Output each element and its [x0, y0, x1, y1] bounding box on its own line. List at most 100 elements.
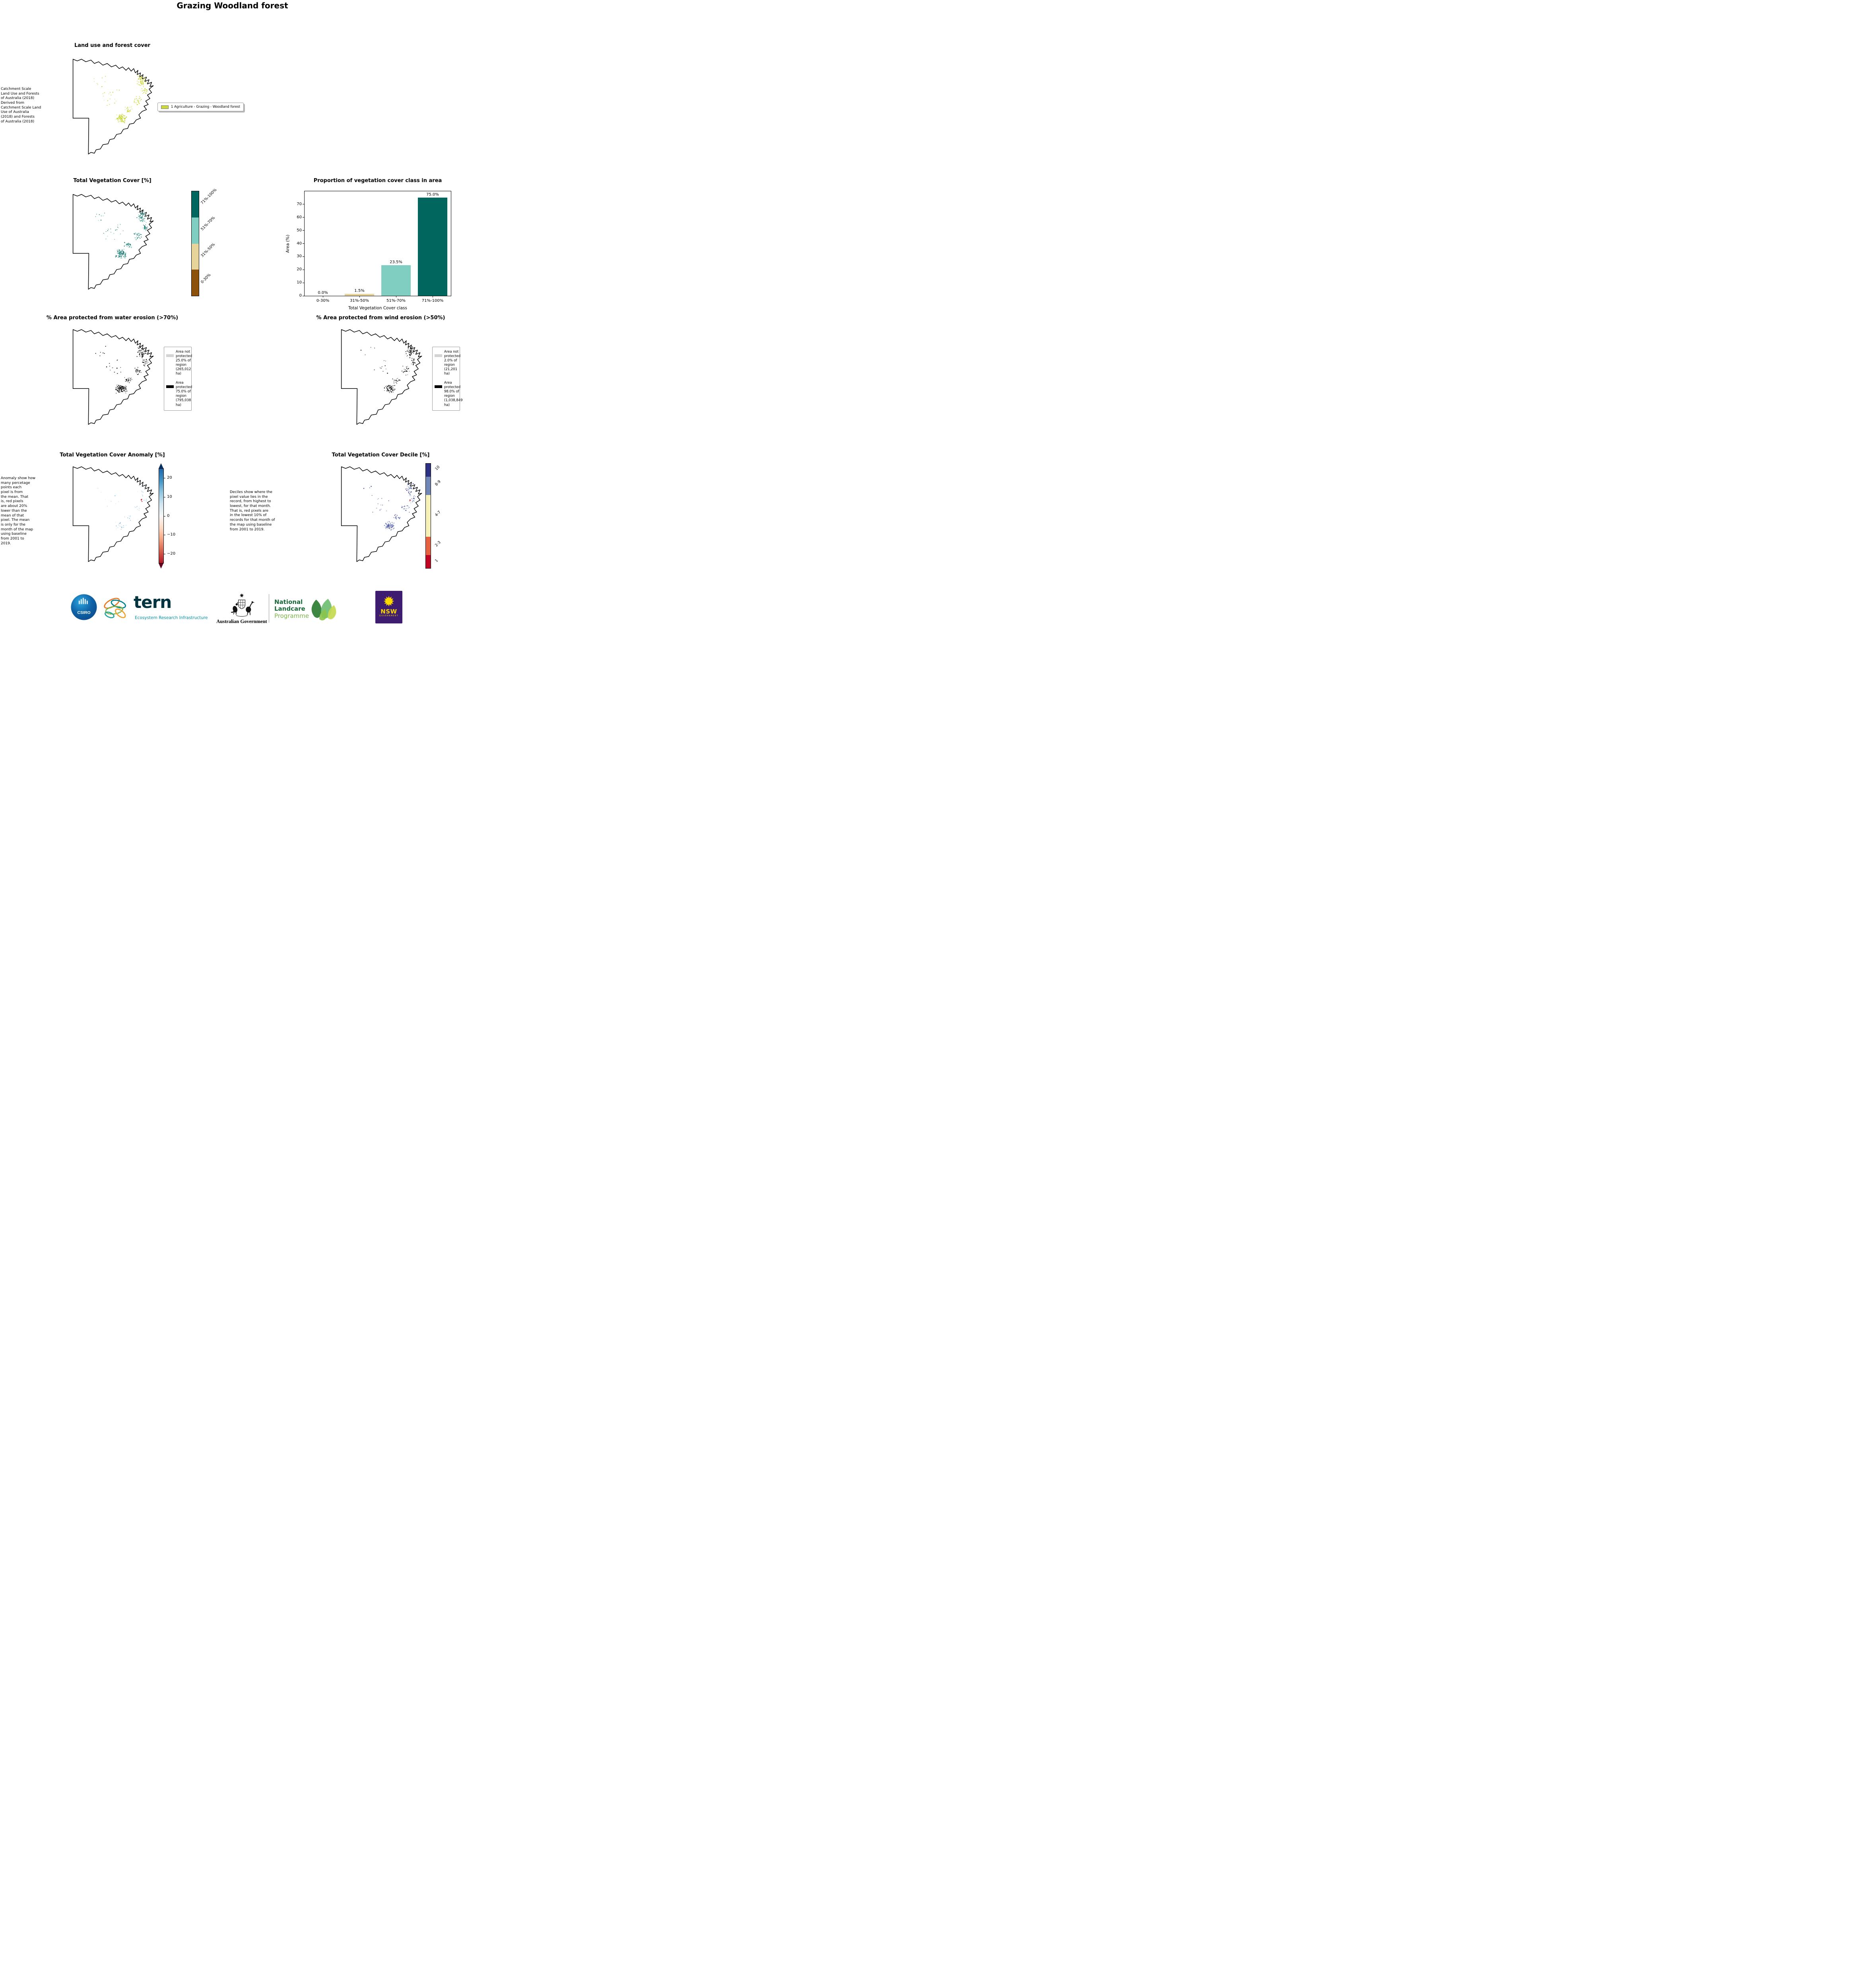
wind-erosion-map-svg: [338, 326, 423, 431]
x-tick-label: 0-30%: [316, 299, 330, 303]
y-tick-label: 50: [297, 228, 302, 233]
y-tick-label: 20: [297, 267, 302, 272]
decile-colorbar-label: 1: [434, 558, 439, 563]
legend-text: Area protected 75.0% of region (795,038 …: [176, 381, 192, 407]
landuse-legend: 1 Agriculture - Grazing - Woodland fores…: [157, 103, 244, 111]
wind-erosion-legend: Area not protected 2.0% of region (21,20…: [432, 347, 463, 411]
tvc-colorbar-label: 0-30%: [200, 272, 212, 285]
australian-government-label: Australian Government: [216, 619, 267, 624]
legend-entry: Area protected 98.0% of region (1,038,84…: [435, 381, 463, 407]
landuse-map-svg: [70, 56, 155, 161]
tvc-colorbar-label: 71%-100%: [200, 188, 218, 206]
proportion-title: Proportion of vegetation cover class in …: [313, 178, 442, 184]
legend-text: Area protected 98.0% of region (1,038,84…: [444, 381, 463, 407]
y-tick-label: 30: [297, 254, 302, 259]
y-tick-label: 40: [297, 241, 302, 246]
tvc-colorbar-segment: [192, 270, 199, 296]
legend-entry: Area not protected 25.0% of region (265,…: [166, 350, 192, 376]
x-tick-label: 31%-50%: [349, 299, 369, 303]
bar-value-label: 23.5%: [390, 260, 402, 264]
page-title: Grazing Woodland forest: [177, 1, 288, 10]
decile-title: Total Vegetation Cover Decile [%]: [332, 452, 430, 458]
decile-colorbar-label: 8-9: [434, 479, 442, 487]
proportion-xlabel: Total Vegetation Cover class: [348, 306, 407, 311]
csiro-icon: CSIRO: [71, 594, 97, 620]
legend-text: Area not protected 25.0% of region (265,…: [176, 350, 192, 376]
bar-value-label: 75.0%: [426, 192, 439, 197]
legend-swatch: [166, 354, 174, 357]
bar-value-label: 0.0%: [318, 291, 328, 295]
anomaly-colorbar-tick-label: 20: [167, 475, 172, 480]
decile-note: Deciles show where the pixel value lies …: [230, 490, 275, 532]
x-tick-label: 71%-100%: [421, 299, 444, 303]
tvc-colorbar-rail: [191, 191, 199, 296]
water-erosion-legend: Area not protected 25.0% of region (265,…: [164, 347, 192, 411]
decile-colorbar-label: 10: [434, 464, 441, 471]
decile-colorbar-segment: [426, 495, 431, 537]
bar-value-label: 1.5%: [354, 289, 365, 293]
tvc-colorbar-segment: [192, 191, 199, 217]
wind-erosion-map: [338, 326, 423, 431]
water-erosion-map-svg: [70, 326, 155, 431]
landuse-map: [70, 56, 155, 161]
waratah-icon: [383, 596, 394, 607]
legend-entry: Area protected 75.0% of region (795,038 …: [166, 381, 192, 407]
decile-colorbar-label: 2-3: [434, 540, 442, 548]
water-erosion-map: [70, 326, 155, 431]
decile-colorbar-label: 4-7: [434, 510, 442, 517]
tern-artwork-icon: [104, 598, 126, 618]
tvc-title: Total Vegetation Cover [%]: [73, 178, 151, 184]
anomaly-colorbar-tick-label: −10: [167, 532, 176, 537]
y-tick-mark: [303, 256, 305, 257]
legend-text: Area not protected 2.0% of region (21,20…: [444, 350, 461, 376]
csiro-label: CSIRO: [77, 610, 90, 615]
tvc-colorbar-segment: [192, 217, 199, 244]
tvc-colorbar-label: 51%-70%: [200, 215, 216, 232]
anomaly-colorbar-arrow-down: [159, 563, 163, 569]
decile-colorbar-segment: [426, 537, 431, 555]
landcare-line1: National: [274, 598, 303, 606]
y-tick-label: 70: [297, 202, 302, 206]
decile-colorbar-segment: [426, 464, 431, 477]
decile-map-svg: [338, 463, 423, 569]
y-tick-label: 0: [299, 293, 302, 298]
decile-colorbar: 10 8-9 4-7 2-3 1: [425, 463, 442, 569]
emu-icon: [246, 601, 255, 615]
tvc-map-svg: [70, 191, 155, 296]
landuse-title: Land use and forest cover: [74, 43, 150, 49]
tvc-colorbar-segment: [192, 243, 199, 270]
nsw-government-logo: NSW GOVERNMENT: [375, 591, 402, 623]
landuse-legend-swatch: [161, 105, 169, 109]
decile-map: [338, 463, 423, 569]
landcare-wordmark: National Landcare Programme: [274, 598, 309, 619]
decile-colorbar-rail: [425, 463, 431, 569]
legend-swatch: [435, 354, 442, 357]
anomaly-colorbar-gradient: [159, 468, 164, 563]
y-tick-mark: [303, 243, 305, 244]
x-tick-label: 51%-70%: [386, 299, 406, 303]
bar: [345, 294, 374, 296]
australian-government-crest-icon: [231, 593, 255, 617]
anomaly-colorbar-tick-label: −20: [167, 551, 176, 556]
tern-wordmark: tern: [134, 592, 172, 612]
legend-swatch: [166, 385, 174, 388]
anomaly-title: Total Vegetation Cover Anomaly [%]: [60, 452, 165, 458]
bar: [418, 198, 447, 296]
water-erosion-title: % Area protected from water erosion (>70…: [46, 315, 179, 321]
x-tick-mark: [359, 296, 360, 297]
anomaly-map-svg: [70, 463, 155, 569]
anomaly-colorbar-arrow-up: [159, 463, 163, 468]
landcare-line2: Landcare: [274, 605, 305, 613]
tvc-map: [70, 191, 155, 296]
anomaly-colorbar-tick-label: 10: [167, 494, 172, 499]
anomaly-colorbar: 20 10 0 −10 −20: [159, 463, 175, 569]
csiro-logo: CSIRO: [71, 594, 97, 620]
anomaly-map: [70, 463, 155, 569]
decile-colorbar-segment: [426, 476, 431, 495]
y-tick-label: 10: [297, 280, 302, 285]
legend-entry: Area not protected 2.0% of region (21,20…: [435, 350, 461, 376]
wind-erosion-title: % Area protected from wind erosion (>50%…: [316, 315, 445, 321]
landcare-line3: Programme: [274, 612, 309, 619]
kangaroo-icon: [231, 602, 238, 615]
landuse-legend-label: 1 Agriculture - Grazing - Woodland fores…: [171, 105, 240, 109]
